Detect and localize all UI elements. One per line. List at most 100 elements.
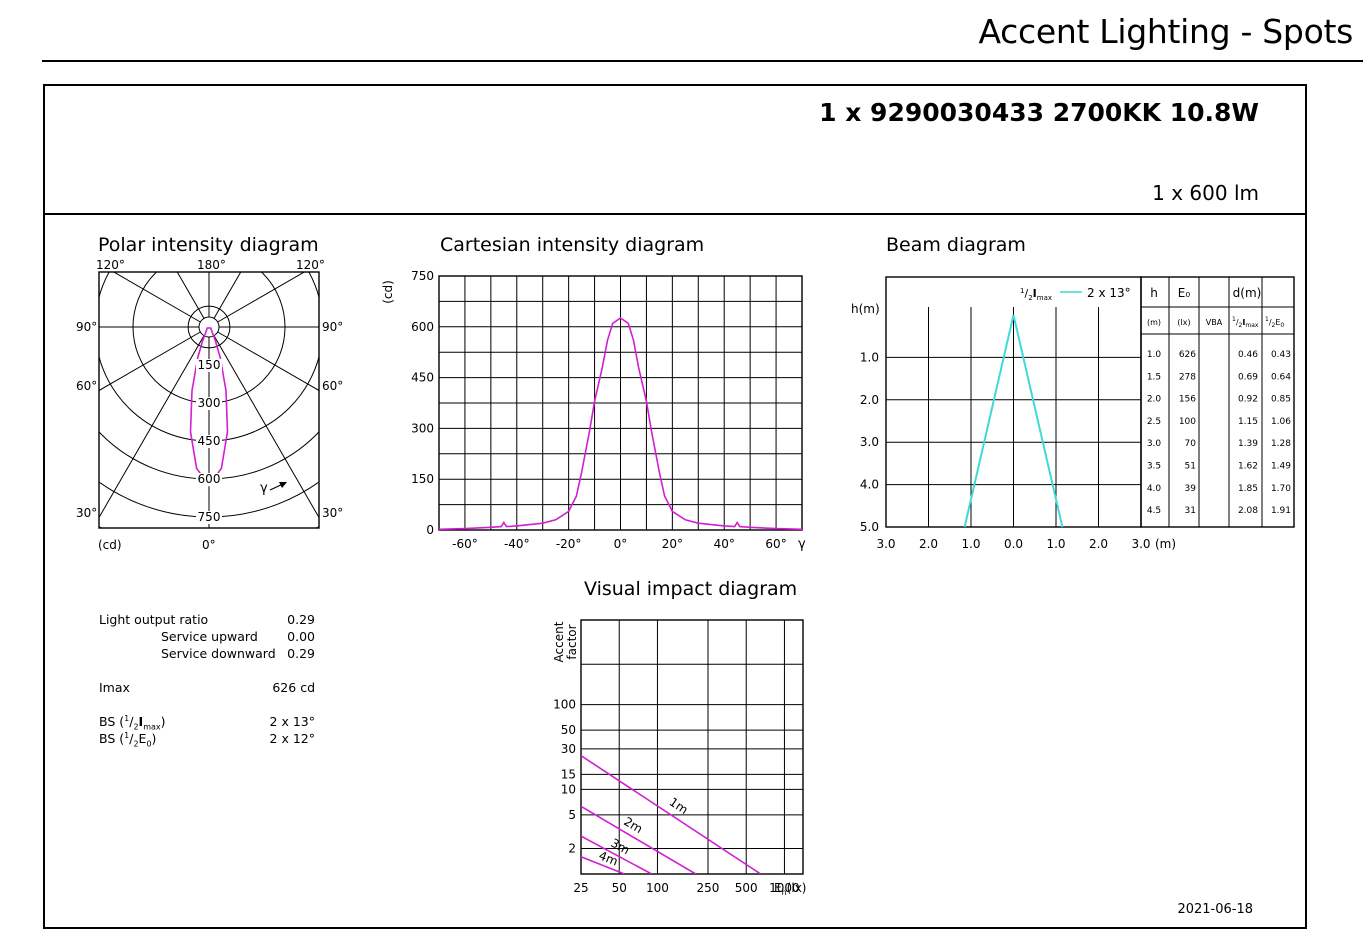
polar-ray xyxy=(213,272,242,319)
polar-left-30-label: 30° xyxy=(76,506,97,520)
table-h-cell: 1.5 xyxy=(1147,372,1161,382)
beam-chart: 1.0 2.0 3.0 4.0 5.0 3.0 2.0 1.0 0.0 1.0 2.0 3.0 (m)… xyxy=(851,276,1295,551)
beam-table-dspan xyxy=(1230,278,1261,306)
visual-frame xyxy=(580,619,804,875)
polar-ring-label-bg xyxy=(196,435,222,448)
beam-x-tick: 1.0 xyxy=(961,537,980,551)
beam-title: Beam diagram xyxy=(886,234,1026,256)
polar-right-60-label: 60° xyxy=(322,379,343,393)
stat-lor-label: Light output ratio xyxy=(99,612,209,627)
cartesian-x-tick: -40° xyxy=(504,537,530,551)
visual-grid xyxy=(580,619,804,875)
cartesian-y-tick: 150 xyxy=(411,472,434,486)
cartesian-y-unit: (cd) xyxy=(381,280,395,304)
polar-top-left-label: 120° xyxy=(96,258,125,272)
cartesian-frame xyxy=(438,275,803,531)
table-h-cell: 4.5 xyxy=(1147,506,1161,516)
stat-upward-label: Service upward xyxy=(161,629,258,644)
datasheet-frame xyxy=(43,84,1307,929)
table-d1-cell: 1.85 xyxy=(1238,484,1258,494)
polar-frame xyxy=(98,271,320,529)
visual-x-label: Eh(lx) xyxy=(774,881,806,897)
polar-ring-label: 750 xyxy=(198,510,221,524)
beam-cone-line xyxy=(963,314,1064,528)
table-e-cell: 31 xyxy=(1185,506,1196,516)
table-half-e0-header: 1/2E0 xyxy=(1265,316,1284,329)
visual-y-tick: 50 xyxy=(561,723,576,737)
table-e-cell: 70 xyxy=(1185,439,1197,449)
polar-ray xyxy=(112,272,201,323)
visual-y-tick: 5 xyxy=(568,808,576,822)
polar-title: Polar intensity diagram xyxy=(98,234,319,256)
lumen-output: 1 x 600 lm xyxy=(1152,181,1259,205)
beam-legend-label: 2 x 13° xyxy=(1087,286,1131,300)
table-vba-header: VBA xyxy=(1206,318,1223,327)
beam-y-unit: h(m) xyxy=(851,302,880,316)
table-h-cell: 2.0 xyxy=(1147,395,1162,405)
table-h-cell: 4.0 xyxy=(1147,484,1162,494)
table-half-imax-header: 1/2Imax xyxy=(1232,316,1259,329)
visual-x-tick: 250 xyxy=(697,881,720,895)
beam-x-tick: 3.0 xyxy=(1131,537,1150,551)
visual-y-tick: 30 xyxy=(561,742,576,756)
stat-bs-imax-value: 2 x 13° xyxy=(269,714,315,729)
cartesian-y-tick: 450 xyxy=(411,371,434,385)
visual-y-label-accent: Accent xyxy=(552,621,566,662)
stat-upward: Service upward 0.00 xyxy=(99,629,319,646)
cartesian-title: Cartesian intensity diagram xyxy=(440,234,705,256)
table-d1-cell: 0.69 xyxy=(1238,372,1258,382)
polar-ray xyxy=(217,272,306,323)
table-e-cell: 278 xyxy=(1179,372,1196,382)
table-d2-cell: 1.70 xyxy=(1271,484,1291,494)
beam-y-tick: 2.0 xyxy=(860,393,879,407)
polar-unit-label: (cd) xyxy=(98,538,122,552)
table-e-cell: 100 xyxy=(1179,417,1196,427)
polar-gamma-label: γ xyxy=(260,481,268,496)
polar-left-90-label: 90° xyxy=(76,320,97,334)
visual-x-tick: 500 xyxy=(735,881,758,895)
table-h-cell: 3.0 xyxy=(1147,439,1162,449)
stat-lor-value: 0.29 xyxy=(287,612,315,627)
table-d1-cell: 0.46 xyxy=(1238,350,1258,360)
polar-ray xyxy=(213,335,319,519)
cartesian-intensity-curve xyxy=(438,317,803,531)
polar-ring-label-bg xyxy=(196,397,222,410)
beam-table: h E₀ d(m) (m) (lx) VBA 1/2Imax 1/2E0 1.0… xyxy=(1147,286,1291,516)
legend-half-imax-label: 1/2Imax xyxy=(1020,287,1052,302)
table-d2-cell: 1.91 xyxy=(1271,506,1291,516)
visual-line-label-4m: 4m xyxy=(597,848,620,868)
polar-top-center-label: 180° xyxy=(197,258,226,272)
beam-y-ticks: 1.0 2.0 3.0 4.0 5.0 xyxy=(860,350,879,534)
table-d-header: d(m) xyxy=(1233,286,1262,300)
visual-line-4m xyxy=(581,855,625,874)
polar-ring-label-bg xyxy=(196,473,222,486)
visual-y-label-factor: factor xyxy=(565,624,579,659)
cartesian-x-tick: -60° xyxy=(452,537,478,551)
visual-line-1m xyxy=(581,754,762,874)
table-d1-cell: 0.92 xyxy=(1238,395,1258,405)
polar-right-90-label: 90° xyxy=(322,320,343,334)
stat-bs-e0-label: BS (1/2E0) xyxy=(99,731,157,749)
table-d1-cell: 1.62 xyxy=(1238,462,1258,472)
visual-x-tick: 50 xyxy=(612,881,627,895)
beam-y-tick: 5.0 xyxy=(860,520,879,534)
cartesian-x-tick: 60° xyxy=(765,537,786,551)
polar-ring-label: 600 xyxy=(198,472,221,486)
polar-ring-label-bg xyxy=(196,511,222,524)
visual-x-tick: 100 xyxy=(646,881,669,895)
page-title: Accent Lighting - Spots xyxy=(978,12,1353,51)
polar-ray xyxy=(176,272,205,319)
polar-right-30-label: 30° xyxy=(322,506,343,520)
table-h-cell: 2.5 xyxy=(1147,417,1161,427)
visual-x-ticks: 25 50 100 250 500 1000 xyxy=(573,881,799,895)
table-d2-cell: 1.49 xyxy=(1271,462,1291,472)
stat-imax-value: 626 cd xyxy=(272,680,315,695)
table-e-unit: (lx) xyxy=(1177,318,1190,327)
beam-legend: 1/2Imax 2 x 13° xyxy=(1020,286,1131,302)
table-e-header: E₀ xyxy=(1178,286,1191,300)
polar-bottom-center-label: 0° xyxy=(202,538,216,552)
visual-x-tick: 1000 xyxy=(769,881,800,895)
table-h-unit: (m) xyxy=(1147,318,1161,327)
polar-left-60-label: 60° xyxy=(76,379,97,393)
